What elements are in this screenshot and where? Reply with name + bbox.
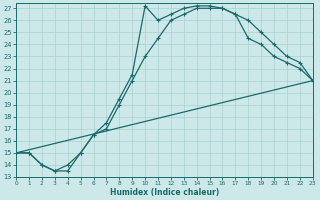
X-axis label: Humidex (Indice chaleur): Humidex (Indice chaleur) — [110, 188, 219, 197]
